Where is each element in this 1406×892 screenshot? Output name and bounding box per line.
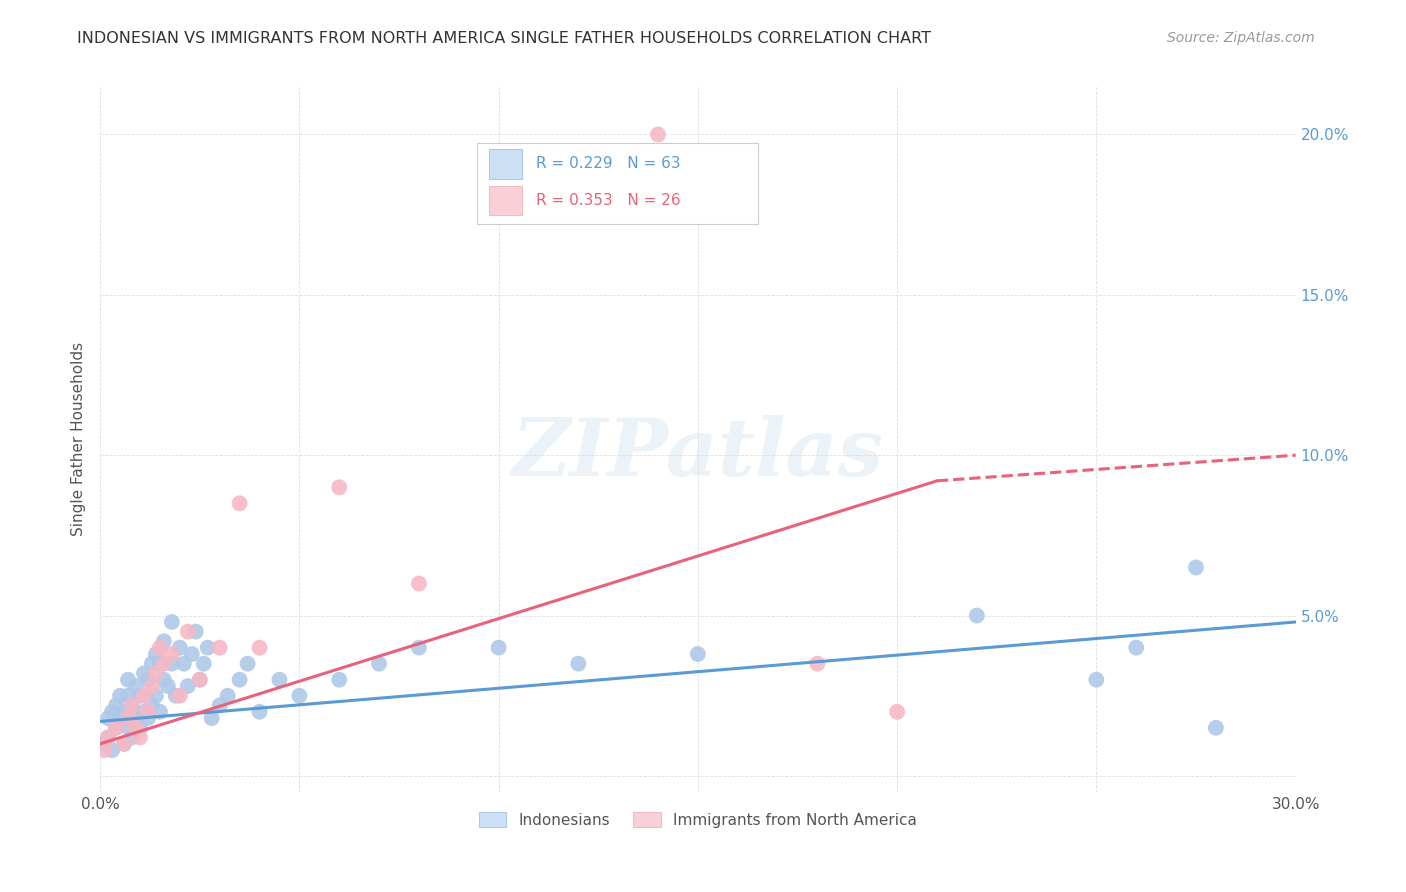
Point: [93, 737, 115, 751]
Point: [117, 689, 139, 703]
Point: [188, 673, 211, 687]
Point: [647, 128, 669, 142]
FancyBboxPatch shape: [489, 186, 522, 216]
Point: [112, 737, 135, 751]
Point: [328, 673, 350, 687]
Point: [160, 615, 183, 629]
Point: [1125, 640, 1147, 655]
FancyBboxPatch shape: [489, 149, 522, 178]
Point: [117, 673, 139, 687]
Point: [208, 640, 231, 655]
Point: [177, 624, 200, 639]
Point: [136, 705, 159, 719]
Point: [173, 657, 195, 671]
Point: [125, 721, 148, 735]
Point: [177, 679, 200, 693]
Point: [136, 711, 159, 725]
Point: [408, 576, 430, 591]
Point: [125, 679, 148, 693]
Point: [169, 640, 191, 655]
Point: [132, 689, 155, 703]
Point: [269, 673, 291, 687]
Point: [141, 679, 163, 693]
Point: [132, 705, 155, 719]
Point: [149, 640, 172, 655]
Point: [129, 689, 152, 703]
Point: [105, 698, 128, 713]
Point: [108, 711, 131, 725]
Point: [488, 640, 510, 655]
Point: [145, 666, 167, 681]
Point: [108, 689, 131, 703]
Point: [125, 711, 148, 725]
Point: [129, 731, 152, 745]
Point: [101, 705, 124, 719]
Point: [1085, 673, 1108, 687]
Point: [149, 705, 172, 719]
Point: [180, 647, 202, 661]
Point: [145, 689, 167, 703]
Point: [117, 721, 139, 735]
Point: [141, 698, 163, 713]
Point: [201, 711, 224, 725]
Text: R = 0.353   N = 26: R = 0.353 N = 26: [537, 194, 681, 208]
Point: [112, 737, 135, 751]
Point: [193, 657, 215, 671]
Point: [145, 647, 167, 661]
Point: [136, 673, 159, 687]
Point: [249, 640, 271, 655]
Point: [153, 673, 176, 687]
Point: [408, 640, 430, 655]
Point: [368, 657, 391, 671]
Point: [97, 731, 120, 745]
Point: [97, 731, 120, 745]
Text: INDONESIAN VS IMMIGRANTS FROM NORTH AMERICA SINGLE FATHER HOUSEHOLDS CORRELATION: INDONESIAN VS IMMIGRANTS FROM NORTH AMER…: [77, 31, 931, 46]
Point: [160, 657, 183, 671]
Point: [217, 689, 239, 703]
Point: [121, 731, 143, 745]
Point: [165, 689, 187, 703]
Text: ZIPatlas: ZIPatlas: [512, 415, 884, 492]
Point: [328, 480, 350, 494]
FancyBboxPatch shape: [477, 143, 758, 224]
Point: [169, 689, 191, 703]
Text: R = 0.229   N = 63: R = 0.229 N = 63: [537, 156, 681, 171]
Legend: Indonesians, Immigrants from North America: Indonesians, Immigrants from North Ameri…: [472, 805, 922, 834]
Point: [153, 634, 176, 648]
Point: [117, 711, 139, 725]
Point: [966, 608, 988, 623]
Point: [101, 743, 124, 757]
Point: [806, 657, 828, 671]
Point: [208, 698, 231, 713]
Point: [197, 640, 219, 655]
Point: [97, 711, 120, 725]
Point: [228, 496, 250, 510]
Point: [121, 698, 143, 713]
Point: [188, 673, 211, 687]
Point: [288, 689, 311, 703]
Point: [184, 624, 207, 639]
Point: [156, 679, 179, 693]
Point: [112, 705, 135, 719]
Point: [132, 666, 155, 681]
Point: [1205, 721, 1227, 735]
Point: [236, 657, 259, 671]
Point: [886, 705, 908, 719]
Point: [228, 673, 250, 687]
Point: [153, 657, 176, 671]
Point: [567, 657, 589, 671]
Point: [105, 721, 128, 735]
Y-axis label: Single Father Households: Single Father Households: [72, 343, 86, 536]
Point: [105, 721, 128, 735]
Point: [160, 647, 183, 661]
Point: [93, 743, 115, 757]
Point: [686, 647, 709, 661]
Point: [1185, 560, 1208, 574]
Point: [249, 705, 271, 719]
Point: [149, 657, 172, 671]
Text: Source: ZipAtlas.com: Source: ZipAtlas.com: [1167, 31, 1315, 45]
Point: [141, 657, 163, 671]
Point: [129, 721, 152, 735]
Point: [121, 698, 143, 713]
